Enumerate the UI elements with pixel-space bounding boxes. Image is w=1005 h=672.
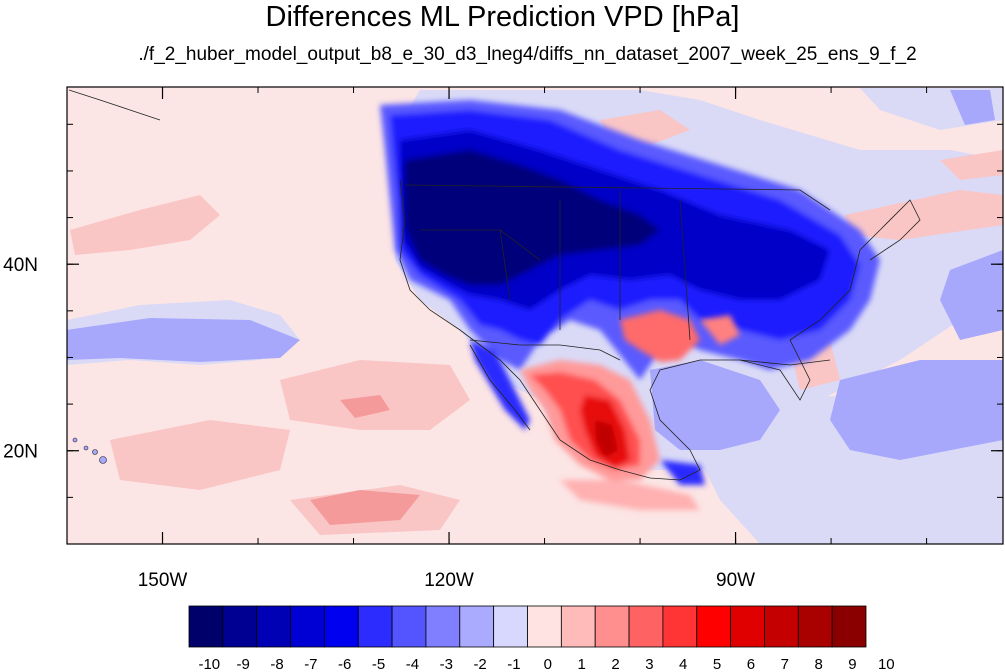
colorbar-label: -6 xyxy=(338,656,351,672)
colorbar-label: -2 xyxy=(473,656,486,672)
colorbar-box xyxy=(730,605,765,648)
colorbar-label: -5 xyxy=(372,656,385,672)
colorbar-label: -9 xyxy=(236,656,249,672)
colorbar-label: -7 xyxy=(304,656,317,672)
map-axes: 150W 120W 90W 40N 20N xyxy=(3,87,1003,591)
colorbar-box xyxy=(628,605,664,648)
colorbar-label: 5 xyxy=(713,656,721,672)
colorbar-label: 6 xyxy=(747,656,755,672)
difference-field xyxy=(67,87,1003,544)
colorbar-label: 0 xyxy=(544,656,552,672)
colorbar-box xyxy=(391,605,427,648)
y-tick-label: 20N xyxy=(3,442,38,463)
colorbar-box xyxy=(594,605,630,648)
colorbar-box xyxy=(764,605,799,648)
colorbar-label: -8 xyxy=(270,656,283,672)
colorbar-label: 9 xyxy=(848,656,856,672)
x-tick-label: 120W xyxy=(424,570,474,591)
colorbar-label: 10 xyxy=(878,656,895,672)
colorbar-box xyxy=(188,605,224,648)
colorbar-label: 1 xyxy=(577,656,585,672)
colorbar-label: -10 xyxy=(198,656,220,672)
colorbar-label: 8 xyxy=(814,656,822,672)
colorbar-box xyxy=(662,605,698,648)
y-tick-label: 40N xyxy=(3,255,38,276)
colorbar: -10 -9 -8 -7 -6 -5 -4 -3 -2 -1 0 1 2 3 4 5 6 7 8 9 10 xyxy=(188,605,895,672)
colorbar-box xyxy=(425,605,461,648)
map-frame xyxy=(66,86,1004,545)
colorbar-label: 7 xyxy=(781,656,789,672)
colorbar-box xyxy=(357,605,393,648)
x-tick-label: 90W xyxy=(716,570,755,591)
colorbar-box xyxy=(527,605,562,648)
colorbar-box xyxy=(560,605,596,648)
map-title: Differences ML Prediction VPD [hPa] xyxy=(265,1,740,33)
colorbar-box xyxy=(696,605,731,648)
colorbar-box xyxy=(256,605,291,648)
colorbar-label: 3 xyxy=(645,656,653,672)
x-tick-label: 150W xyxy=(138,570,188,591)
colorbar-box xyxy=(797,605,833,648)
map-subtitle: ./f_2_huber_model_output_b8_e_30_d3_lneg… xyxy=(138,44,917,65)
colorbar-box xyxy=(222,605,258,648)
colorbar-label: -4 xyxy=(406,656,419,672)
colorbar-box xyxy=(493,605,528,648)
colorbar-label: 4 xyxy=(679,656,687,672)
colorbar-box xyxy=(323,605,359,648)
colorbar-box xyxy=(290,605,325,648)
colorbar-label: -1 xyxy=(507,656,520,672)
colorbar-label: 2 xyxy=(611,656,619,672)
colorbar-box xyxy=(831,605,867,648)
colorbar-box xyxy=(459,605,495,648)
colorbar-label: -3 xyxy=(440,656,453,672)
